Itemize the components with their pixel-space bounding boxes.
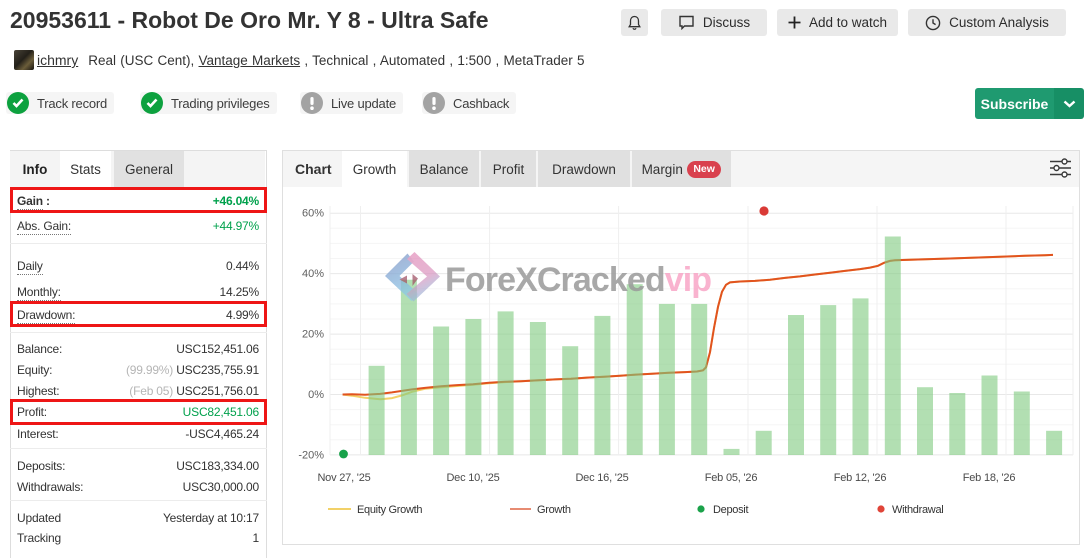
svg-text:40%: 40% [302,268,324,280]
svg-text:Equity Growth: Equity Growth [357,504,422,516]
svg-text:60%: 60% [302,208,324,220]
svg-text:Feb 05, '26: Feb 05, '26 [705,472,758,484]
svg-text:0%: 0% [308,389,324,401]
svg-text:Dec 16, '25: Dec 16, '25 [575,472,628,484]
svg-text:Feb 12, '26: Feb 12, '26 [834,472,887,484]
svg-text:Dec 10, '25: Dec 10, '25 [446,472,499,484]
svg-text:20%: 20% [302,329,324,341]
svg-text:Feb 18, '26: Feb 18, '26 [963,472,1016,484]
svg-text:Deposit: Deposit [713,504,748,516]
svg-text:Withdrawal: Withdrawal [892,504,943,516]
svg-text:Nov 27, '25: Nov 27, '25 [317,472,370,484]
svg-text:-20%: -20% [298,449,324,461]
svg-text:Growth: Growth [537,504,571,516]
